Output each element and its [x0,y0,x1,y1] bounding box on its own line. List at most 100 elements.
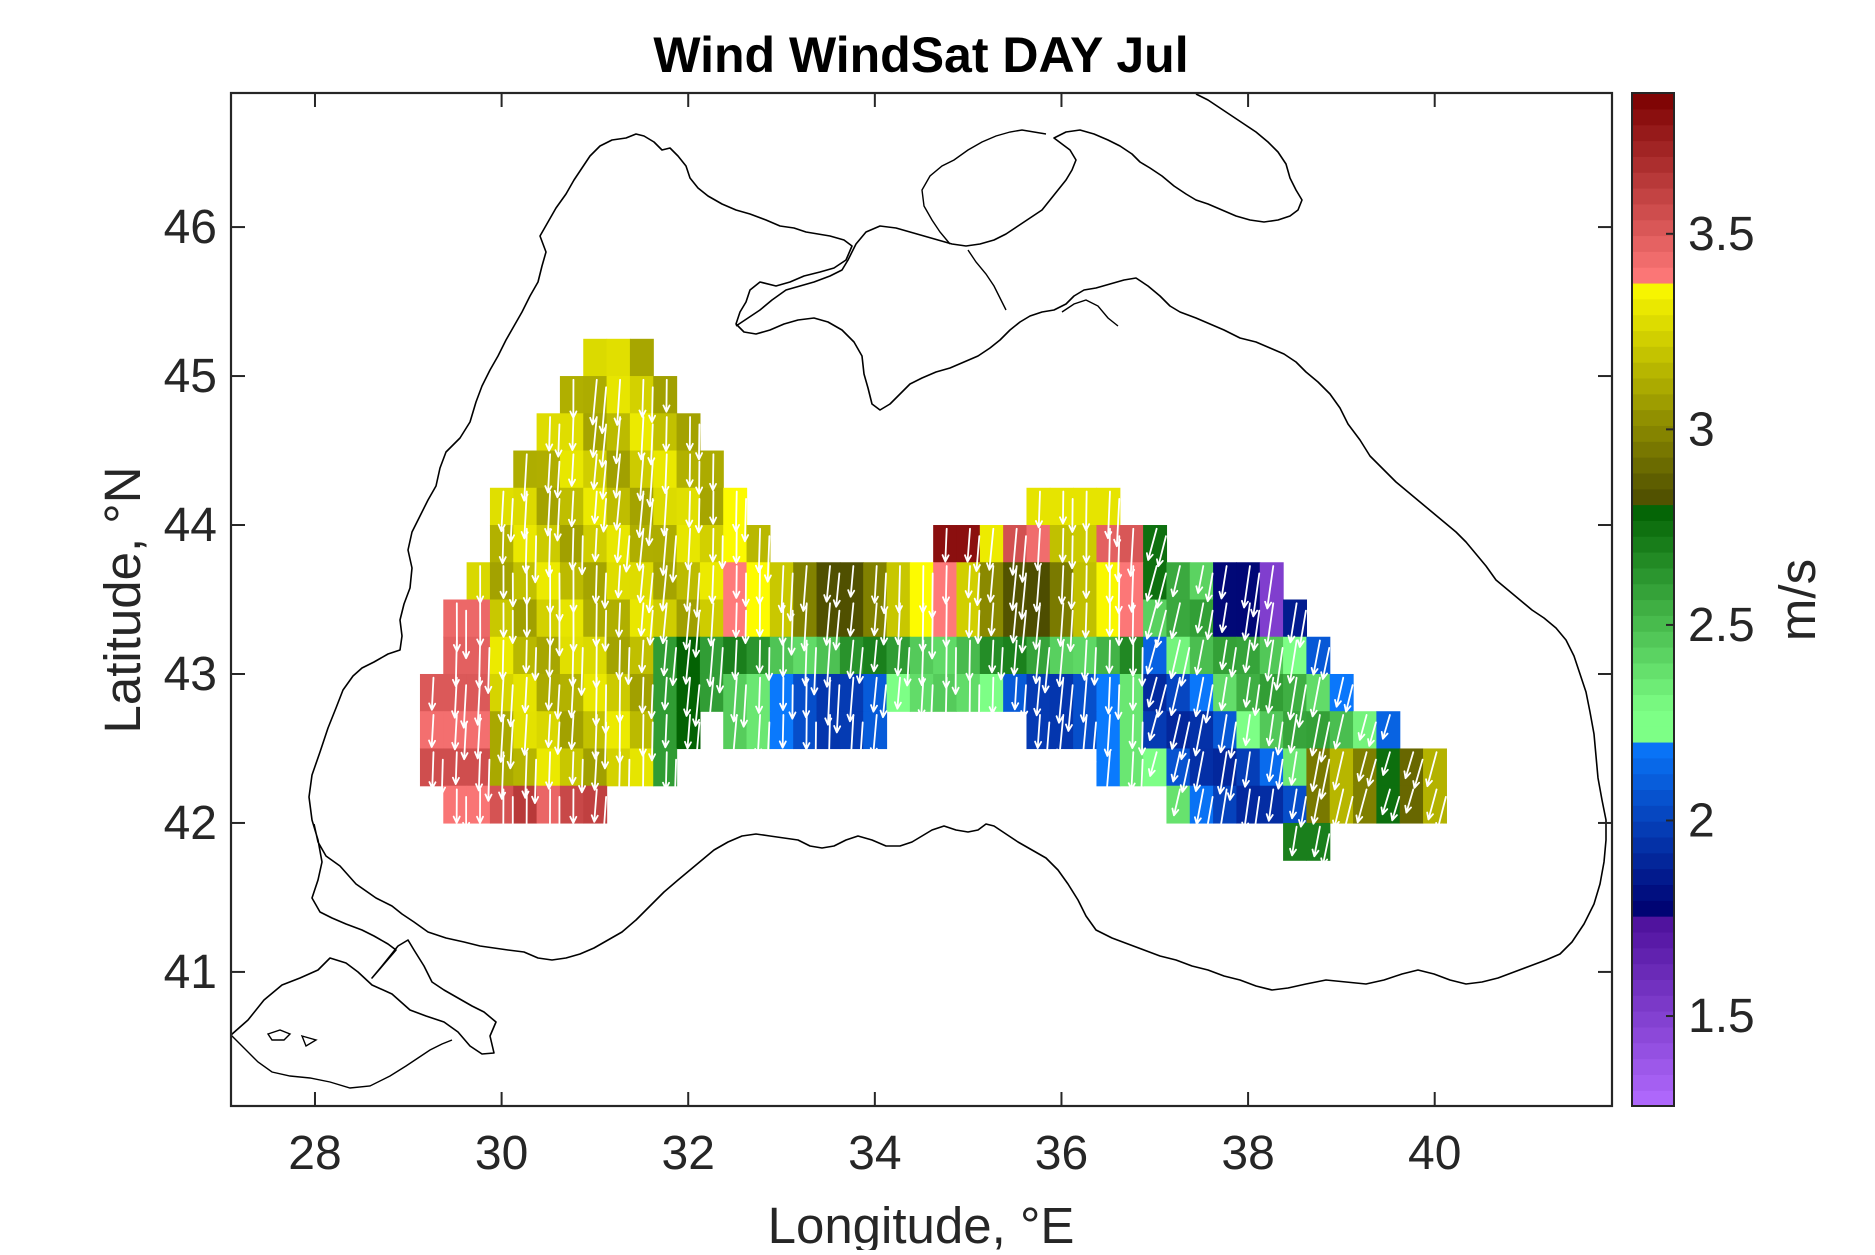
map-area [231,93,1607,1089]
wind-cell [1166,785,1191,824]
wind-arrow [484,647,493,694]
colorbar-step [1632,805,1674,822]
y-axis: 41 42 43 44 45 46 [164,201,1612,999]
wind-arrow [754,714,763,757]
colorbar-step [1632,773,1674,791]
wind-cell [606,636,631,675]
wind-arrow [1273,647,1284,691]
colorbar-step [1632,488,1674,506]
wind-arrow [695,423,704,461]
wind-cell [536,562,561,601]
wind-arrow [695,460,704,495]
wind-arrow [1009,565,1018,611]
wind-arrow [1242,751,1251,788]
wind-arrow [1041,647,1051,694]
wind-arrow [1011,676,1020,711]
wind-arrow [788,684,797,720]
wind-cell [466,562,491,601]
wind-cell [653,450,678,489]
wind-arrow [880,609,889,646]
wind-arrow [624,647,633,685]
wind-arrow [732,602,740,638]
wind-cell [746,636,771,675]
wind-cell [909,636,934,675]
wind-arrow [755,676,764,714]
wind-cell [1073,562,1098,601]
wind-arrow [545,639,554,678]
colorbar-step [1632,821,1674,838]
wind-arrow [684,714,692,750]
wind-cell [699,450,724,489]
wind-arrow [1018,609,1027,654]
wind-arrow [1067,572,1076,610]
wind-cell [676,450,701,489]
wind-arrow [647,684,656,720]
wind-arrow [1219,602,1228,633]
wind-arrow [1114,684,1123,720]
wind-arrow [1250,572,1261,618]
wind-arrow [1264,639,1275,682]
wind-cell [559,562,584,601]
wind-arrow [636,527,645,572]
colorbar-step [1632,710,1674,727]
wind-arrow [741,498,750,543]
wind-arrow [1334,676,1345,708]
colorbar-step [1632,947,1674,965]
wind-arrow [1289,825,1298,857]
wind-arrow [1156,535,1167,568]
wind-cell [443,785,468,824]
wind-arrow [941,676,950,726]
wind-cell [606,711,631,750]
wind-arrow [988,639,997,674]
wind-arrow [669,647,678,686]
wind-arrow [590,788,599,823]
wind-cell [723,525,748,563]
wind-arrow [1390,795,1401,822]
wind-cell [559,376,584,414]
wind-cell [653,376,678,414]
wind-arrow [545,416,554,452]
wind-cell [1376,748,1401,787]
wind-arrow [779,639,787,678]
wind-cell [746,525,771,563]
wind-cell [793,711,818,750]
wind-arrow [612,453,622,499]
y-tick-label: 45 [164,350,217,403]
wind-arrow [1170,565,1181,598]
wind-arrow [428,714,436,748]
colorbar-step [1632,599,1674,616]
wind-arrow [637,602,646,637]
wind-arrow [1128,714,1137,749]
x-tick-label: 34 [848,1127,901,1180]
wind-arrow [1426,788,1438,821]
wind-arrow [1193,676,1205,718]
wind-arrow [1381,751,1391,776]
wind-arrow [1148,751,1158,777]
x-tick-label: 32 [662,1127,715,1180]
wind-arrow [1034,714,1043,749]
wind-cell [629,376,654,414]
wind-cell [933,636,958,675]
wind-arrow [1242,676,1251,708]
wind-cell [886,562,911,601]
wind-cell [1306,748,1331,787]
wind-arrow [1265,788,1275,822]
x-tick-label: 28 [288,1127,341,1180]
wind-arrow [1217,714,1228,754]
wind-arrow [555,609,564,657]
wind-arrow [779,676,788,711]
wind-cell [1143,748,1168,787]
wind-arrow [787,609,796,656]
wind-arrow [638,639,647,674]
wind-cell [1306,673,1331,712]
colorbar-step [1632,219,1674,237]
wind-arrow [986,527,995,571]
wind-arrow [648,386,657,423]
wind-arrow [1079,714,1088,762]
wind-arrow [555,795,564,838]
colorbar-step [1632,1042,1674,1060]
wind-cell [723,562,748,601]
y-tick-label: 46 [164,201,217,254]
wind-cell [746,599,771,638]
colorbar-step [1632,884,1674,901]
